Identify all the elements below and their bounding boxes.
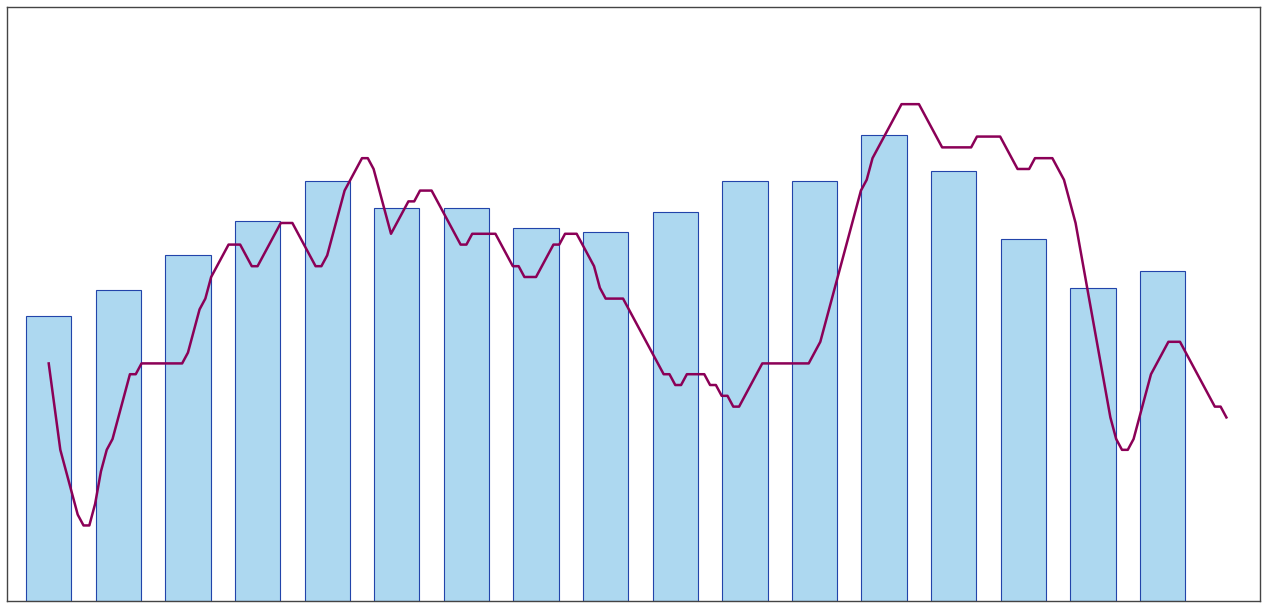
Bar: [304, 181, 350, 601]
Bar: [1071, 288, 1116, 601]
Bar: [862, 136, 907, 601]
Bar: [653, 212, 698, 601]
Bar: [96, 289, 141, 601]
Bar: [583, 232, 628, 601]
Bar: [792, 181, 837, 601]
Bar: [443, 208, 489, 601]
Bar: [234, 221, 280, 601]
Bar: [513, 228, 559, 601]
Bar: [931, 171, 977, 601]
Bar: [374, 208, 419, 601]
Bar: [722, 181, 768, 601]
Bar: [165, 255, 210, 601]
Bar: [1001, 239, 1047, 601]
Bar: [27, 316, 71, 601]
Bar: [1140, 271, 1185, 601]
